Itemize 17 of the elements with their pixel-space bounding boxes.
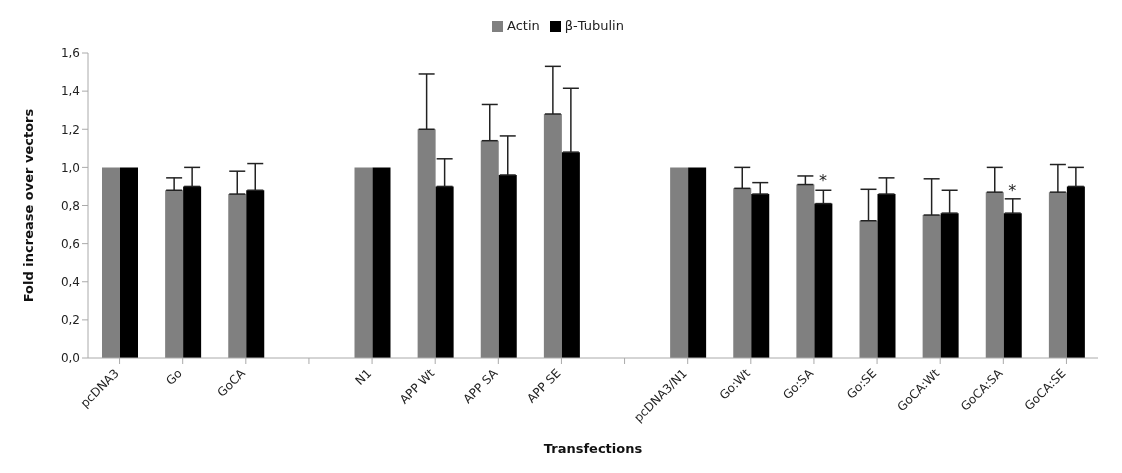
y-tick-label: 0,2 <box>60 313 80 328</box>
y-tick-label: 0,8 <box>60 198 80 213</box>
y-tick-label: 1,4 <box>60 84 80 99</box>
y-tick-label: 1,0 <box>60 160 80 175</box>
x-tick-label: Go <box>163 366 185 388</box>
y-axis-title: Fold increase over vectors <box>20 108 36 303</box>
x-axis-title: Transfections <box>543 441 643 456</box>
x-tick-label: N1 <box>352 366 375 388</box>
y-tick-label: 0,4 <box>60 275 80 290</box>
y-tick-label: 1,2 <box>60 122 80 137</box>
y-tick-label: 1,6 <box>60 46 80 61</box>
y-tick-label: 0,0 <box>60 351 80 366</box>
legend-label: β-Tubulin <box>564 18 624 33</box>
y-tick-label: 0,6 <box>60 236 80 251</box>
annotation: * <box>1008 180 1017 200</box>
annotation: * <box>818 171 827 191</box>
legend-label: Actin <box>507 18 540 33</box>
